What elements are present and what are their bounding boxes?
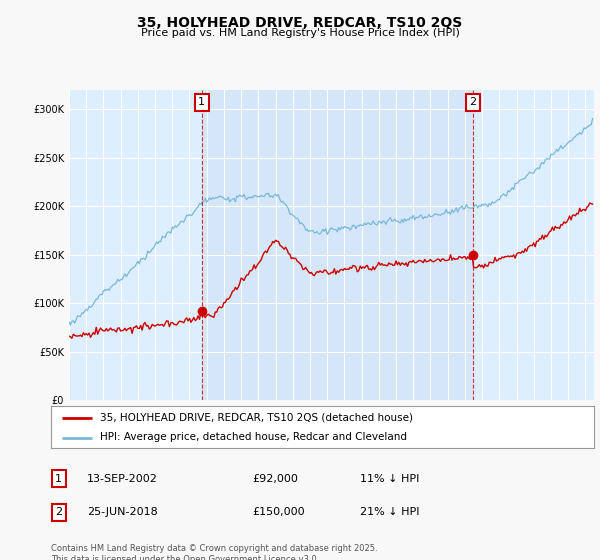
Text: 2: 2	[55, 507, 62, 517]
Text: 35, HOLYHEAD DRIVE, REDCAR, TS10 2QS: 35, HOLYHEAD DRIVE, REDCAR, TS10 2QS	[137, 16, 463, 30]
Text: £150,000: £150,000	[252, 507, 305, 517]
Text: 35, HOLYHEAD DRIVE, REDCAR, TS10 2QS (detached house): 35, HOLYHEAD DRIVE, REDCAR, TS10 2QS (de…	[100, 413, 413, 423]
Text: £92,000: £92,000	[252, 474, 298, 484]
Text: 1: 1	[55, 474, 62, 484]
Text: 2: 2	[469, 97, 476, 108]
Text: 11% ↓ HPI: 11% ↓ HPI	[360, 474, 419, 484]
Text: Contains HM Land Registry data © Crown copyright and database right 2025.
This d: Contains HM Land Registry data © Crown c…	[51, 544, 377, 560]
Text: 21% ↓ HPI: 21% ↓ HPI	[360, 507, 419, 517]
Bar	[202, 90, 473, 400]
Text: 13-SEP-2002: 13-SEP-2002	[87, 474, 158, 484]
Text: HPI: Average price, detached house, Redcar and Cleveland: HPI: Average price, detached house, Redc…	[100, 432, 407, 442]
Text: 25-JUN-2018: 25-JUN-2018	[87, 507, 158, 517]
Text: Price paid vs. HM Land Registry's House Price Index (HPI): Price paid vs. HM Land Registry's House …	[140, 28, 460, 38]
Text: 1: 1	[198, 97, 205, 108]
